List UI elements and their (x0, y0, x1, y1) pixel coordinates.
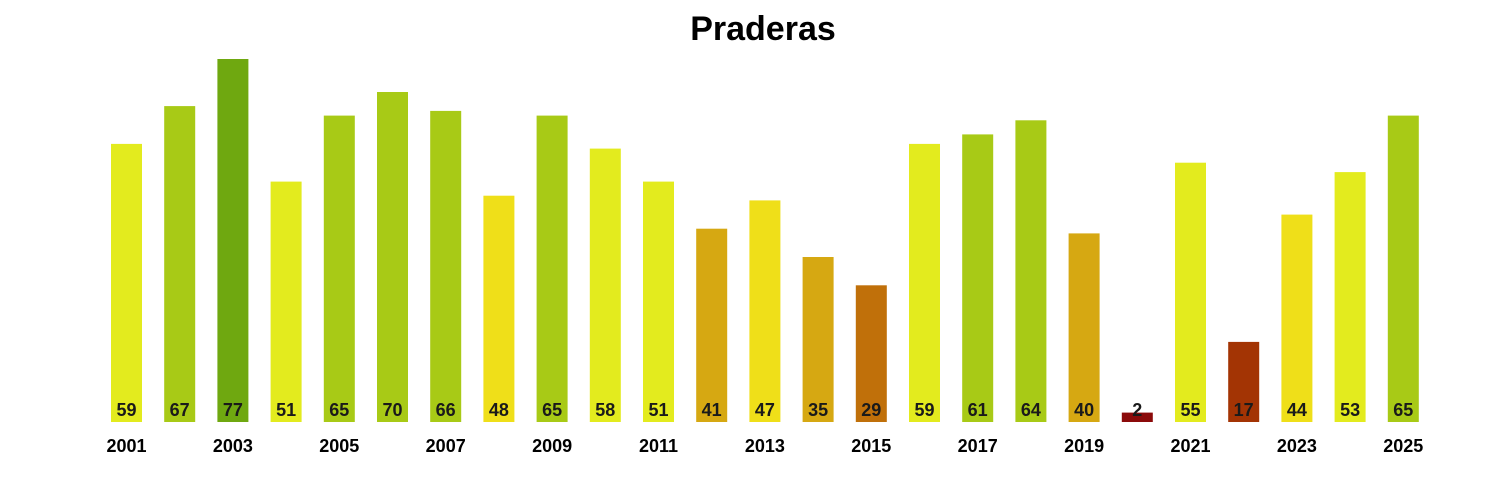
bar-2012 (696, 228, 728, 422)
bar-2020 (1121, 412, 1153, 422)
bar-2008 (483, 195, 515, 422)
data-label-2018: 64 (1021, 400, 1041, 420)
bar-2001 (111, 143, 142, 422)
data-label-2008: 48 (489, 400, 509, 420)
bar-2019 (1068, 233, 1100, 422)
x-tick-2015: 2015 (851, 436, 891, 456)
bar-2004 (270, 181, 302, 422)
bar-2016 (909, 143, 940, 422)
data-label-2020: 2 (1132, 400, 1142, 420)
bar-2013 (749, 200, 781, 422)
x-tick-2017: 2017 (958, 436, 998, 456)
x-tick-2025: 2025 (1383, 436, 1423, 456)
x-tick-2021: 2021 (1170, 436, 1210, 456)
x-tick-2003: 2003 (213, 436, 253, 456)
data-label-2017: 61 (968, 400, 988, 420)
bar-2002 (164, 106, 196, 422)
bar-2015 (855, 285, 887, 422)
data-label-2013: 47 (755, 400, 775, 420)
chart-title: Praderas (690, 10, 836, 48)
x-tick-2011: 2011 (639, 436, 678, 456)
x-tick-2007: 2007 (426, 436, 466, 456)
data-label-2021: 55 (1180, 400, 1200, 420)
data-label-2006: 70 (382, 400, 402, 420)
data-label-2003: 77 (223, 400, 243, 420)
bar-2009 (536, 115, 568, 422)
data-label-2011: 51 (648, 400, 668, 420)
bar-2005 (323, 115, 355, 422)
data-label-2015: 29 (861, 400, 881, 420)
data-label-2009: 65 (542, 400, 562, 420)
bar-2011 (643, 181, 674, 422)
x-tick-2019: 2019 (1064, 436, 1104, 456)
x-tick-2013: 2013 (745, 436, 785, 456)
x-tick-2005: 2005 (319, 436, 359, 456)
data-label-2019: 40 (1074, 400, 1094, 420)
bar-2022 (1228, 341, 1260, 422)
x-tick-2009: 2009 (532, 436, 572, 456)
bar-2018 (1015, 120, 1047, 423)
data-label-2010: 58 (595, 400, 615, 420)
data-label-2007: 66 (436, 400, 456, 420)
bar-2023 (1281, 214, 1313, 422)
bar-2017 (962, 134, 994, 422)
data-label-2022: 17 (1234, 400, 1254, 420)
bar-2014 (802, 257, 834, 422)
data-label-2004: 51 (276, 400, 296, 420)
x-tick-2023: 2023 (1277, 436, 1317, 456)
bar-2010 (589, 148, 621, 422)
data-label-2023: 44 (1287, 400, 1307, 420)
bar-2024 (1334, 172, 1366, 422)
data-label-2016: 59 (914, 400, 934, 420)
x-tick-2001: 2001 (106, 436, 146, 456)
data-label-2024: 53 (1340, 400, 1360, 420)
data-label-2001: 59 (116, 400, 136, 420)
bar-2025 (1387, 115, 1419, 422)
data-label-2014: 35 (808, 400, 828, 420)
data-label-2002: 67 (170, 400, 190, 420)
bar-2003 (217, 59, 249, 422)
data-label-2012: 41 (702, 400, 722, 420)
bar-2021 (1175, 162, 1206, 422)
data-label-2025: 65 (1393, 400, 1413, 420)
bar-2007 (430, 110, 462, 423)
data-label-2005: 65 (329, 400, 349, 420)
bar-2006 (377, 92, 408, 422)
